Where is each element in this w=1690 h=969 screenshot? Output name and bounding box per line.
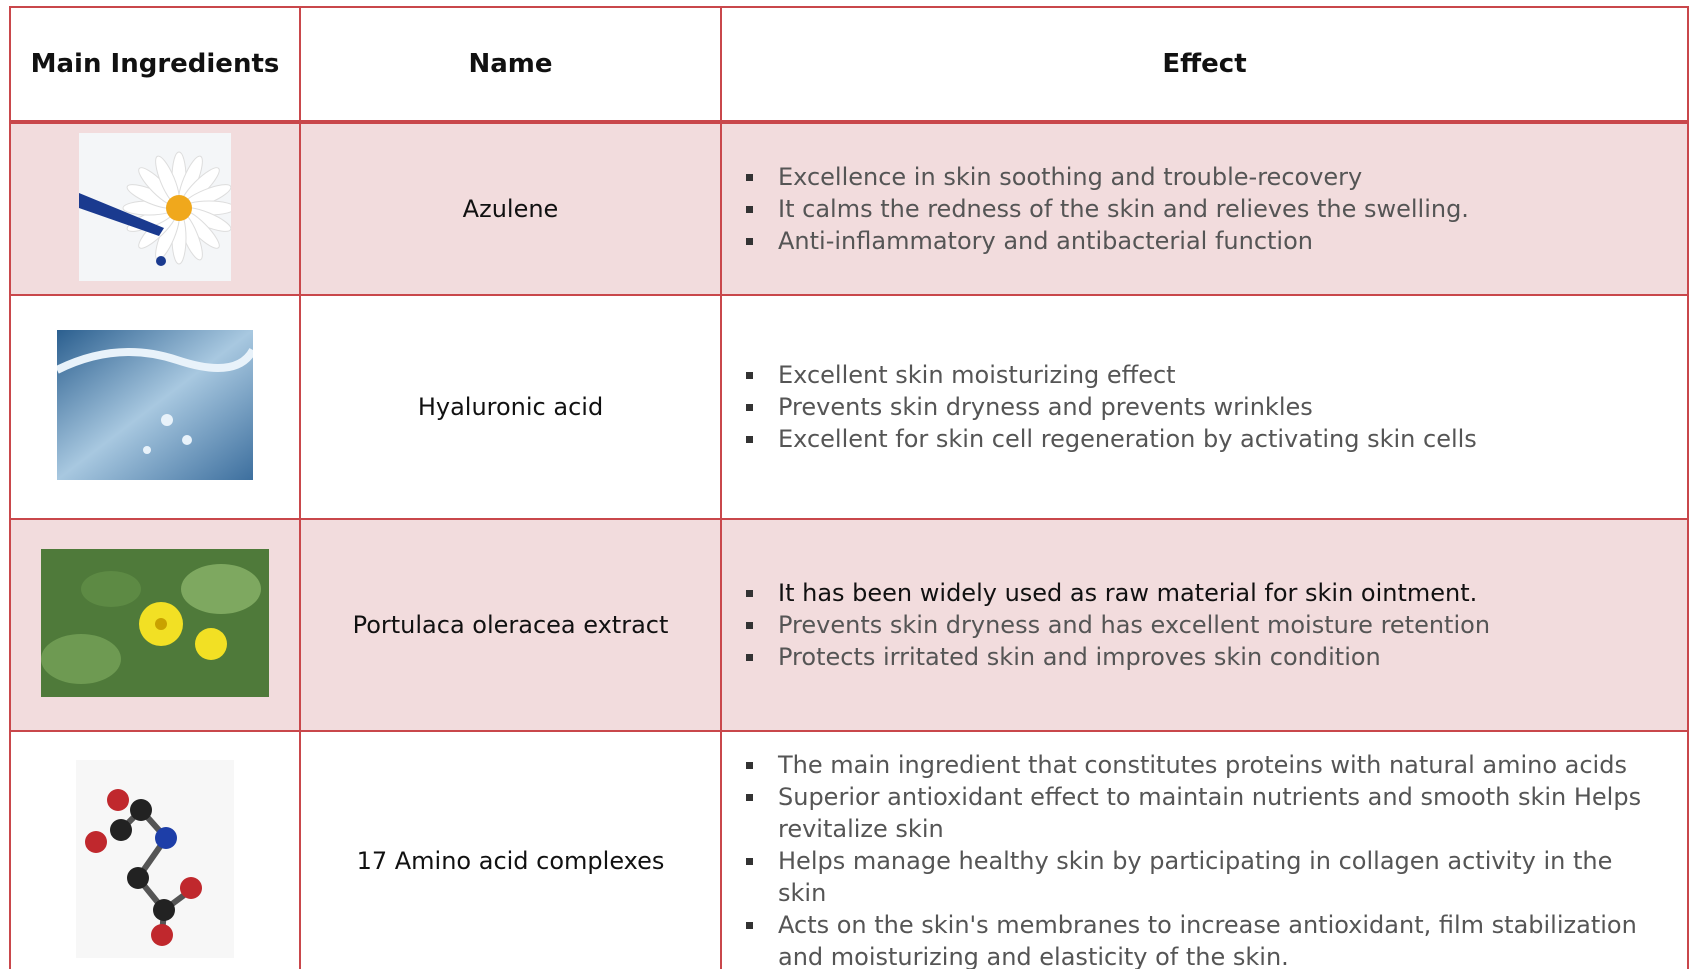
header-cell: Effect — [720, 6, 1689, 124]
table-row: Hyaluronic acid Excellent skin moisturizi… — [9, 294, 1689, 520]
effect-item: Excellent skin moisturizing effect — [746, 359, 1667, 391]
effect-item: Excellence in skin soothing and trouble-… — [746, 161, 1667, 193]
ingredient-name: Hyaluronic acid — [299, 294, 722, 520]
header-row: Main Ingredients Name Effect — [9, 6, 1689, 124]
ingredient-image — [9, 121, 301, 296]
effect-cell: Excellent skin moisturizing effect Preven… — [720, 294, 1689, 520]
ingredient-name: Azulene — [299, 121, 722, 296]
ingredient-image — [9, 730, 301, 969]
effect-item: Prevents skin dryness and has excellent … — [746, 609, 1667, 641]
effect-item: Superior antioxidant effect to maintain … — [746, 781, 1667, 845]
effect-item: Prevents skin dryness and prevents wrink… — [746, 391, 1667, 423]
effect-item: Anti-inflammatory and antibacterial func… — [746, 225, 1667, 257]
header-cell: Main Ingredients — [9, 6, 301, 124]
effect-item: It calms the redness of the skin and rel… — [746, 193, 1667, 225]
effect-list: Excellent skin moisturizing effect Preven… — [746, 359, 1667, 455]
header-cell: Name — [299, 6, 722, 124]
effect-item: Protects irritated skin and improves ski… — [746, 641, 1667, 673]
effect-cell: Excellence in skin soothing and trouble-… — [720, 121, 1689, 296]
effect-list: The main ingredient that constitutes pro… — [746, 749, 1667, 969]
ingredient-image — [9, 518, 301, 732]
table-row: 17 Amino acid complexes The main ingredie… — [9, 730, 1689, 969]
ingredient-name: 17 Amino acid complexes — [299, 730, 722, 969]
effect-item: Helps manage healthy skin by participati… — [746, 845, 1667, 909]
effect-cell: The main ingredient that constitutes pro… — [720, 730, 1689, 969]
table-row: Portulaca oleracea extract It has been wi… — [9, 518, 1689, 732]
effect-list: Excellence in skin soothing and trouble-… — [746, 161, 1667, 257]
ingredient-image — [9, 294, 301, 520]
effect-item: The main ingredient that constitutes pro… — [746, 749, 1667, 781]
effect-list: It has been widely used as raw material … — [746, 577, 1667, 673]
table-row: Azulene Excellence in skin soothing and t… — [9, 121, 1689, 296]
effect-item: Excellent for skin cell regeneration by … — [746, 423, 1667, 455]
effect-cell: It has been widely used as raw material … — [720, 518, 1689, 732]
effect-item: It has been widely used as raw material … — [746, 577, 1667, 609]
ingredient-name: Portulaca oleracea extract — [299, 518, 722, 732]
ingredients-table: Main Ingredients Name Effect Azulene Exce… — [9, 6, 1689, 969]
effect-item: Acts on the skin's membranes to increase… — [746, 909, 1667, 969]
